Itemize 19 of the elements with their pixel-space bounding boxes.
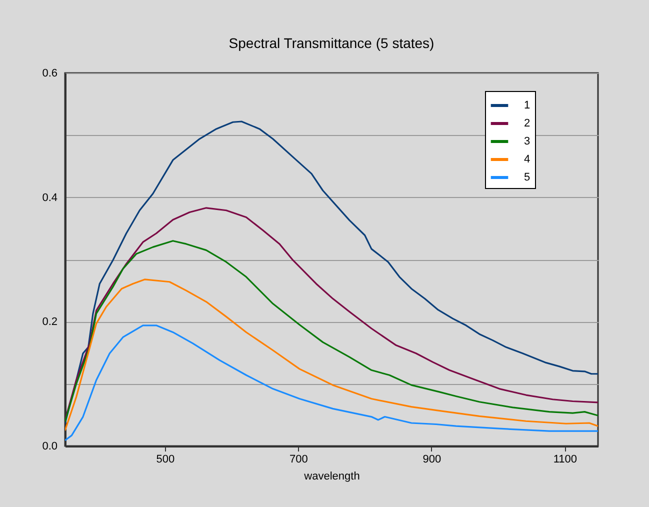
chart-title: Spectral Transmittance (5 states): [228, 35, 434, 51]
line-series: [65, 120, 598, 424]
legend-label: 3: [524, 136, 530, 148]
legend-label: 5: [524, 172, 530, 184]
y-tick-label: 0.2: [42, 316, 58, 328]
x-tick-label: 900: [422, 454, 442, 466]
legend-label: 4: [524, 154, 530, 166]
x-tick-label: 500: [156, 454, 175, 466]
x-tick-label: 1100: [553, 454, 578, 466]
line-series: [65, 278, 598, 432]
line-series: [65, 324, 598, 442]
y-tick-label: 0.4: [42, 192, 58, 204]
y-tick-label: 0.6: [42, 68, 58, 80]
legend-label: 1: [524, 100, 530, 112]
x-axis-title: wavelength: [303, 470, 360, 482]
line-series: [65, 240, 598, 423]
y-tick-label: 0.0: [42, 440, 58, 452]
legend-label: 2: [524, 118, 530, 130]
x-tick-label: 700: [290, 454, 308, 466]
